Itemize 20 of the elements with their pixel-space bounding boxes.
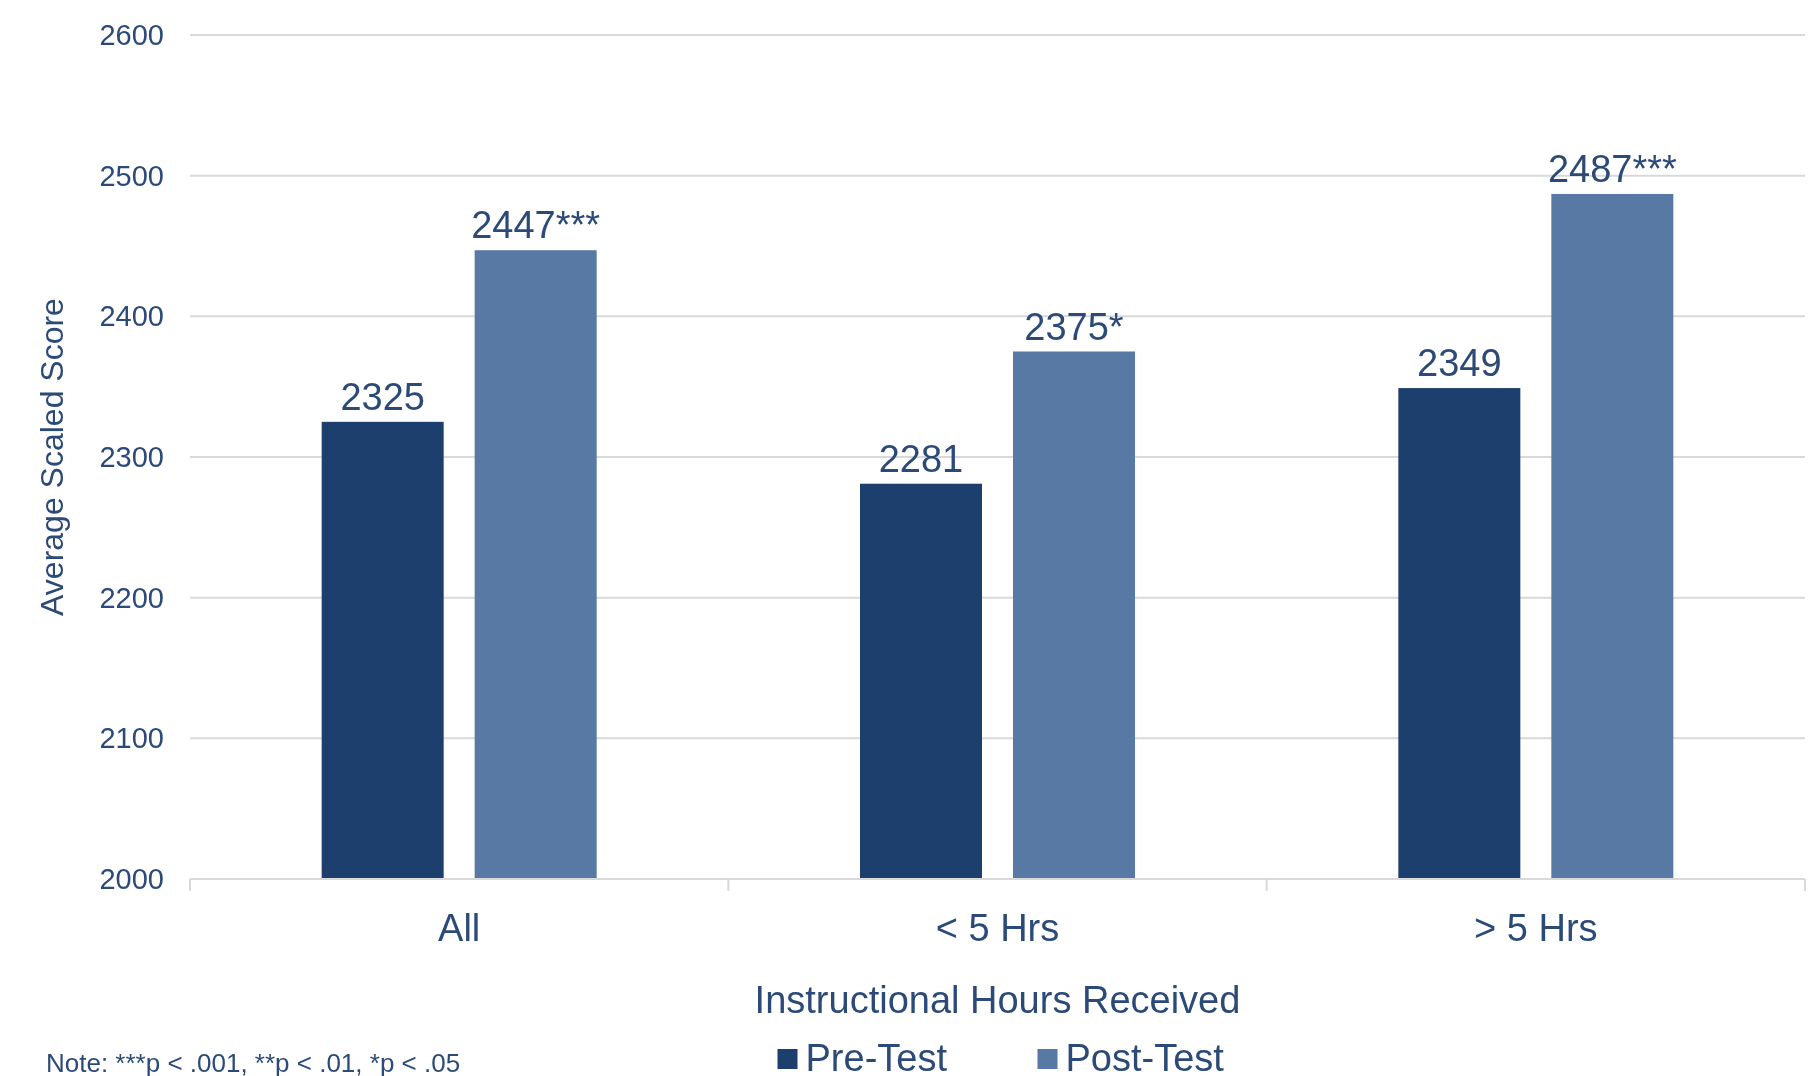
data-label: 2447*** <box>471 204 601 247</box>
y-tick-label: 2200 <box>99 581 164 614</box>
x-tick-label: > 5 Hrs <box>1474 907 1598 949</box>
y-tick-label: 2100 <box>99 722 164 755</box>
data-label: 2375* <box>1024 305 1124 348</box>
y-axis-title: Average Scaled Score <box>34 298 70 616</box>
y-tick-label: 2300 <box>99 441 164 474</box>
data-label: 2349 <box>1417 342 1502 385</box>
y-tick-label: 2000 <box>99 863 164 896</box>
data-label: 2487*** <box>1547 147 1677 190</box>
legend-label: Pre-Test <box>805 1037 948 1076</box>
y-tick-label: 2400 <box>99 300 164 333</box>
x-axis-title: Instructional Hours Received <box>754 979 1241 1021</box>
legend-label: Post-Test <box>1065 1037 1225 1076</box>
x-tick-label: < 5 Hrs <box>935 907 1060 949</box>
data-label: 2325 <box>340 375 425 418</box>
x-tick-label: All <box>438 907 481 949</box>
data-label: 2281 <box>878 437 964 480</box>
y-tick-label: 2500 <box>99 159 164 192</box>
y-tick-label: 2600 <box>99 19 164 52</box>
